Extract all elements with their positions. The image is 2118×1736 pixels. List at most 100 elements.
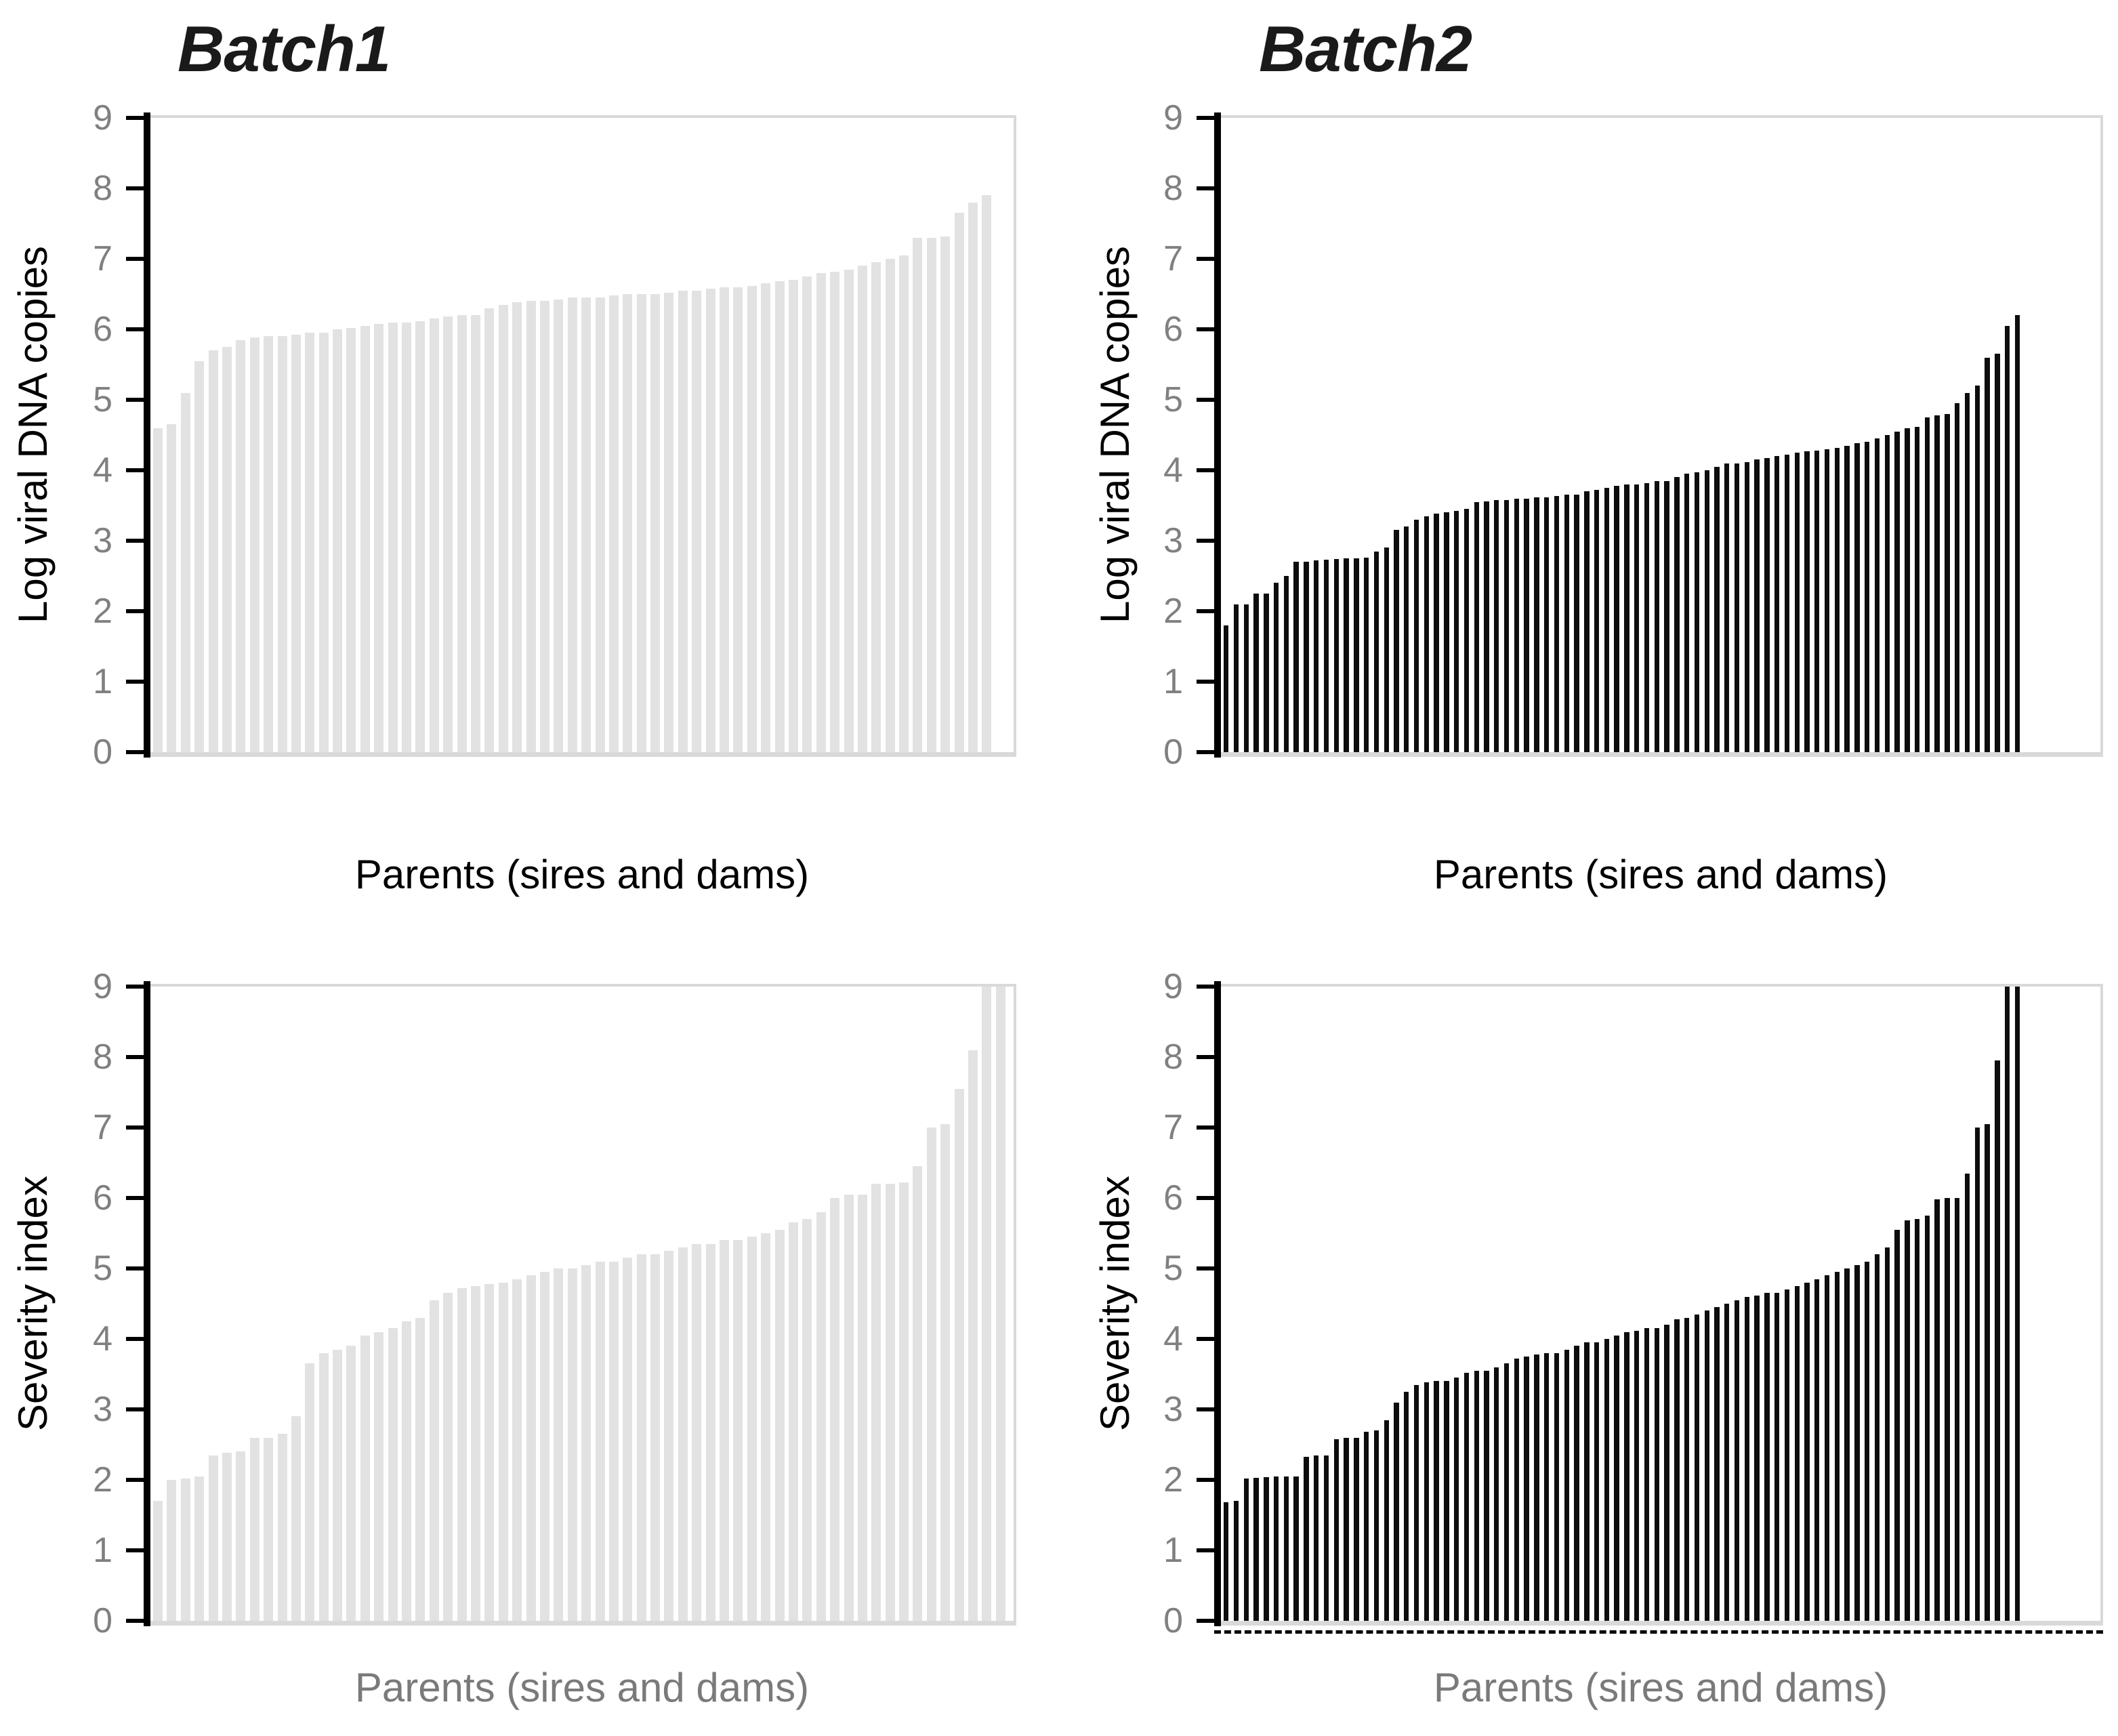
- bar: [1344, 558, 1349, 752]
- bar: [249, 1437, 259, 1621]
- bar: [1253, 1477, 1259, 1621]
- y-tick-mark: [126, 116, 144, 120]
- bar: [1854, 443, 1860, 752]
- y-tick-mark: [126, 1478, 144, 1482]
- y-tick-mark: [1197, 257, 1214, 261]
- y-tick-label: 7: [93, 1108, 112, 1147]
- bar: [1243, 604, 1249, 752]
- y-tick-label: 1: [93, 662, 112, 701]
- bar: [968, 202, 978, 752]
- plot-area: [1221, 115, 2103, 757]
- y-tick-mark: [126, 398, 144, 402]
- bar: [720, 1240, 730, 1621]
- y-axis-tick-labels: 0 1 2 3 4 5 6 7 8 9: [34, 100, 117, 770]
- y-axis-ticks: [1197, 116, 1214, 754]
- bar: [1754, 1295, 1760, 1621]
- bar: [1273, 583, 1279, 752]
- y-axis-line: [144, 981, 150, 1626]
- bar: [443, 1293, 453, 1621]
- bar: [360, 325, 370, 752]
- bar: [1854, 1264, 1860, 1621]
- bar: [1413, 1384, 1419, 1621]
- bar: [1554, 1352, 1560, 1621]
- bar: [1905, 1220, 1910, 1621]
- y-tick-mark: [126, 257, 144, 261]
- bar: [1734, 463, 1740, 752]
- y-axis-ticks: [126, 985, 144, 1623]
- bar: [1314, 560, 1319, 752]
- y-tick-label: 4: [1163, 1319, 1183, 1359]
- bar: [1865, 442, 1870, 752]
- y-tick-label: 3: [1163, 1389, 1183, 1429]
- bar: [1714, 1307, 1720, 1621]
- bar: [608, 295, 619, 752]
- bar: [2014, 987, 2020, 1621]
- bar: [1304, 562, 1309, 752]
- bar: [1333, 1439, 1339, 1621]
- bar: [264, 1437, 274, 1621]
- bar: [1704, 1310, 1709, 1621]
- bar: [1774, 1293, 1780, 1621]
- bar: [1734, 1300, 1740, 1621]
- y-tick-label: 6: [1163, 309, 1183, 349]
- bar: [1894, 431, 1900, 752]
- y-tick-label: 6: [1163, 1178, 1183, 1218]
- y-tick-label: 5: [93, 380, 112, 419]
- bar: [1354, 558, 1359, 752]
- bar: [926, 1128, 936, 1621]
- bar: [222, 1453, 232, 1621]
- bar: [1744, 1296, 1750, 1621]
- bar: [402, 1321, 412, 1621]
- bar: [1293, 562, 1299, 752]
- bar: [1384, 547, 1389, 752]
- bar: [747, 1237, 757, 1621]
- bar: [1824, 1275, 1830, 1621]
- bar: [470, 1286, 480, 1621]
- y-tick-mark: [126, 750, 144, 754]
- bar: [830, 1198, 840, 1621]
- bar: [595, 1261, 605, 1621]
- bar: [1604, 488, 1610, 752]
- bar: [664, 1251, 674, 1621]
- y-tick-mark: [1197, 1478, 1214, 1482]
- bar: [1434, 1381, 1439, 1621]
- bar: [567, 1268, 577, 1621]
- bar: [1934, 415, 1940, 752]
- bar: [705, 288, 715, 752]
- y-tick-mark: [126, 1195, 144, 1200]
- bar: [747, 285, 757, 752]
- bar: [1514, 498, 1520, 752]
- y-tick-label: 5: [1163, 1249, 1183, 1288]
- y-tick-label: 9: [1163, 967, 1183, 1006]
- y-axis-ticks: [126, 116, 144, 754]
- y-tick-mark: [126, 468, 144, 472]
- y-tick-label: 2: [1163, 592, 1183, 631]
- bar: [1373, 1430, 1379, 1621]
- bar: [167, 1480, 177, 1621]
- bar: [844, 269, 854, 752]
- y-tick-mark: [126, 538, 144, 543]
- bar: [1404, 526, 1409, 752]
- bar: [1574, 1346, 1579, 1621]
- y-tick-label: 7: [93, 239, 112, 278]
- y-tick-mark: [126, 1125, 144, 1130]
- y-tick-label: 8: [1163, 1037, 1183, 1077]
- bar: [1964, 392, 1970, 752]
- bar: [1955, 1198, 1960, 1621]
- bar: [1453, 1378, 1459, 1621]
- bar: [374, 323, 384, 752]
- bar: [2004, 987, 2010, 1621]
- y-tick-mark: [1197, 1266, 1214, 1270]
- y-tick-label: 0: [93, 732, 112, 772]
- bar: [2014, 315, 2020, 752]
- bar: [208, 350, 218, 752]
- bar: [1934, 1199, 1940, 1621]
- y-tick-label: 3: [93, 1389, 112, 1429]
- bar: [1273, 1476, 1279, 1621]
- bar: [1924, 417, 1930, 752]
- bar: [940, 236, 951, 752]
- bar: [457, 315, 467, 752]
- bar: [1865, 1261, 1870, 1621]
- bar: [761, 1233, 771, 1621]
- bar: [1424, 516, 1430, 752]
